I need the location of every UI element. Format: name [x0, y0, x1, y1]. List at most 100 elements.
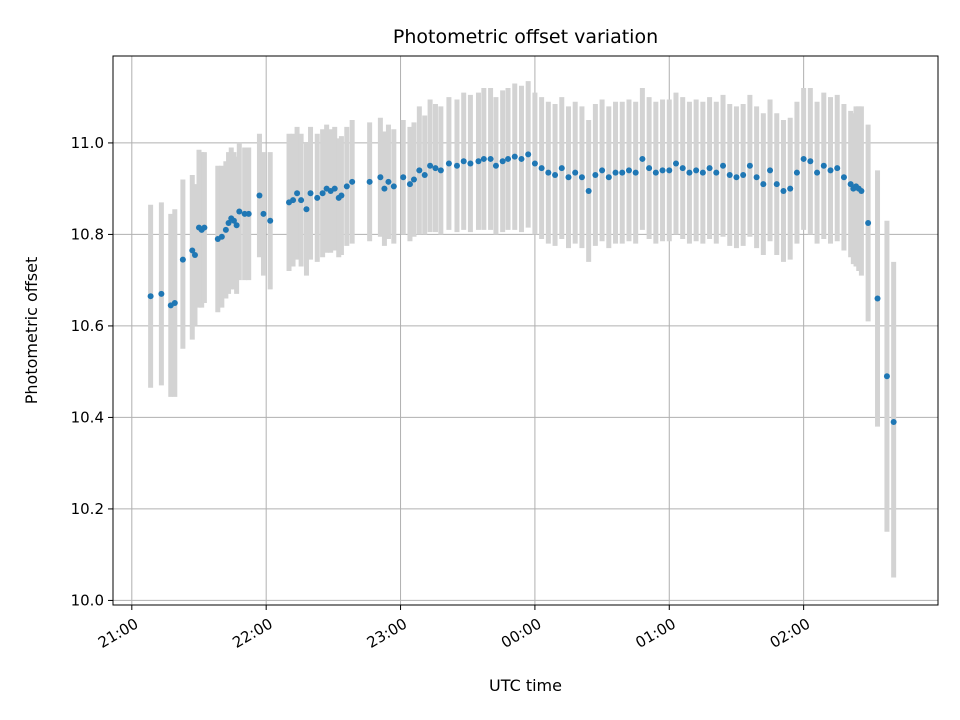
- data-point: [518, 155, 525, 162]
- data-point: [780, 187, 787, 194]
- data-point: [245, 210, 252, 217]
- y-tick-label: 10.6: [71, 317, 104, 335]
- data-point: [338, 192, 345, 199]
- data-point: [314, 194, 321, 201]
- data-points: [147, 151, 897, 425]
- y-axis-label: Photometric offset: [22, 257, 41, 405]
- data-point: [377, 174, 384, 181]
- data-point: [294, 190, 301, 197]
- data-point: [652, 169, 659, 176]
- data-point: [746, 162, 753, 169]
- y-tick-label: 11.0: [71, 134, 104, 152]
- data-point: [366, 178, 373, 185]
- data-point: [726, 171, 733, 178]
- data-point: [666, 167, 673, 174]
- y-tick-label: 10.0: [71, 591, 104, 609]
- data-point: [427, 162, 434, 169]
- data-point: [767, 167, 774, 174]
- plot-frame: [112, 55, 939, 606]
- data-point: [499, 158, 506, 165]
- data-point: [720, 162, 727, 169]
- data-point: [267, 217, 274, 224]
- data-point: [733, 174, 740, 181]
- x-axis-label: UTC time: [489, 676, 562, 695]
- data-point: [538, 165, 545, 172]
- data-point: [679, 165, 686, 172]
- data-point: [260, 210, 267, 217]
- data-point: [233, 222, 240, 229]
- data-point: [531, 160, 538, 167]
- data-point: [599, 167, 606, 174]
- data-point: [672, 160, 679, 167]
- grid: [113, 56, 938, 605]
- data-point: [319, 190, 326, 197]
- y-tick-label: 10.2: [71, 500, 104, 518]
- data-point: [400, 174, 407, 181]
- data-point: [189, 247, 196, 254]
- data-point: [639, 155, 646, 162]
- data-point: [191, 252, 198, 259]
- data-point: [592, 171, 599, 178]
- chart-title: Photometric offset variation: [393, 26, 658, 48]
- data-point: [605, 174, 612, 181]
- data-point: [807, 158, 814, 165]
- data-point: [760, 181, 767, 188]
- data-point: [406, 181, 413, 188]
- data-point: [158, 290, 165, 297]
- data-point: [236, 208, 243, 215]
- data-point: [625, 167, 632, 174]
- data-point: [487, 155, 494, 162]
- data-point: [612, 169, 619, 176]
- data-point: [492, 162, 499, 169]
- data-point: [256, 192, 263, 199]
- data-point: [349, 178, 356, 185]
- data-point: [619, 169, 626, 176]
- data-point: [437, 167, 444, 174]
- data-point: [453, 162, 460, 169]
- data-point: [381, 185, 388, 192]
- data-point: [793, 169, 800, 176]
- data-point: [713, 169, 720, 176]
- data-point: [800, 155, 807, 162]
- data-point: [706, 165, 713, 172]
- data-point: [525, 151, 532, 158]
- data-point: [753, 174, 760, 181]
- data-point: [298, 197, 305, 204]
- data-point: [460, 158, 467, 165]
- data-point: [659, 167, 666, 174]
- data-point: [865, 219, 872, 226]
- data-point: [432, 165, 439, 172]
- data-point: [699, 169, 706, 176]
- data-point: [883, 373, 890, 380]
- data-point: [773, 181, 780, 188]
- data-point: [858, 187, 865, 194]
- data-point: [787, 185, 794, 192]
- data-point: [814, 169, 821, 176]
- data-point: [505, 155, 512, 162]
- data-point: [410, 176, 417, 183]
- data-point: [475, 158, 482, 165]
- data-point: [585, 187, 592, 194]
- data-point: [290, 197, 297, 204]
- data-point: [218, 233, 225, 240]
- data-point: [834, 165, 841, 172]
- data-point: [179, 256, 186, 263]
- data-point: [693, 167, 700, 174]
- y-tick-label: 10.8: [71, 225, 104, 243]
- data-point: [686, 169, 693, 176]
- data-point: [890, 419, 897, 425]
- data-point: [545, 169, 552, 176]
- data-point: [480, 155, 487, 162]
- data-point: [827, 167, 834, 174]
- data-point: [225, 219, 232, 226]
- data-point: [552, 171, 559, 178]
- data-point: [572, 169, 579, 176]
- data-point: [820, 162, 827, 169]
- data-point: [558, 165, 565, 172]
- data-point: [307, 190, 314, 197]
- data-point: [390, 183, 397, 190]
- data-point: [565, 174, 572, 181]
- data-point: [840, 174, 847, 181]
- data-point: [578, 174, 585, 181]
